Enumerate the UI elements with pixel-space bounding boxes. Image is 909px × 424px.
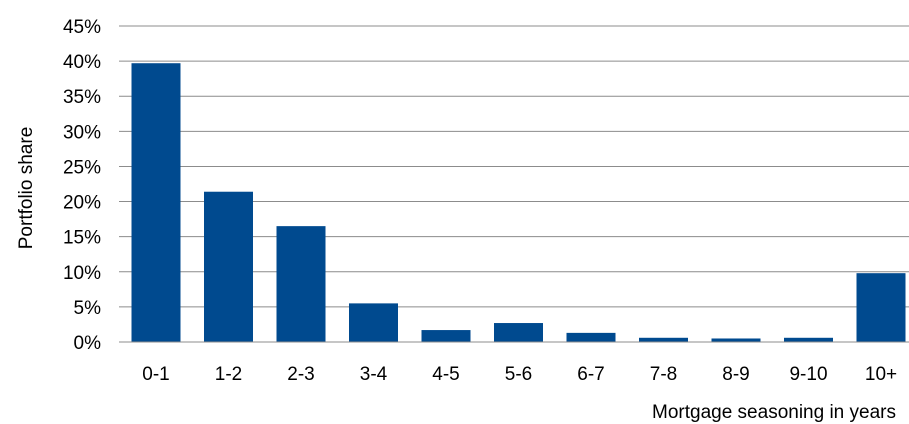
y-tick-label: 0%: [74, 333, 102, 354]
y-tick-label: 40%: [63, 52, 101, 73]
x-axis-title: Mortgage seasoning in years: [652, 402, 896, 423]
x-tick-label: 9-10: [789, 364, 827, 385]
x-tick-label: 3-4: [360, 364, 388, 385]
y-tick-labels: 0% 5% 10% 15% 20% 25% 30% 35% 40% 45%: [63, 17, 101, 354]
x-tick-labels: 0-1 1-2 2-3 3-4 4-5 5-6 6-7 7-8 8-9 9-10 10+: [142, 364, 897, 385]
x-tick-label: 10+: [865, 364, 897, 385]
y-tick-label: 20%: [63, 193, 101, 214]
y-tick-label: 5%: [74, 298, 102, 319]
x-tick-label: 8-9: [722, 364, 749, 385]
bar-2-3: [276, 226, 326, 342]
y-tick-label: 15%: [63, 228, 101, 249]
y-tick-label: 25%: [63, 157, 101, 178]
bar-9-10: [784, 337, 833, 342]
y-tick-label: 45%: [63, 17, 101, 38]
x-tick-label: 0-1: [142, 364, 169, 385]
bar-1-2: [204, 191, 253, 342]
bar-7-8: [639, 337, 688, 342]
x-tick-label: 2-3: [287, 364, 314, 385]
x-tick-label: 1-2: [215, 364, 242, 385]
bar-0-1: [131, 63, 181, 343]
bar-5-6: [494, 323, 543, 342]
x-tick-label: 5-6: [505, 364, 532, 385]
y-tick-label: 30%: [63, 122, 101, 143]
x-tick-label: 4-5: [432, 364, 459, 385]
bar-10+: [856, 273, 906, 342]
y-tick-label: 10%: [63, 263, 101, 284]
bar-8-9: [711, 338, 761, 342]
bar-3-4: [349, 303, 398, 342]
bars: [131, 63, 906, 343]
bar-6-7: [566, 332, 616, 342]
x-tick-label: 7-8: [650, 364, 677, 385]
y-tick-label: 35%: [63, 87, 101, 108]
y-axis-title: Portfolio share: [16, 127, 37, 250]
bar-4-5: [421, 330, 471, 342]
x-tick-label: 6-7: [577, 364, 604, 385]
